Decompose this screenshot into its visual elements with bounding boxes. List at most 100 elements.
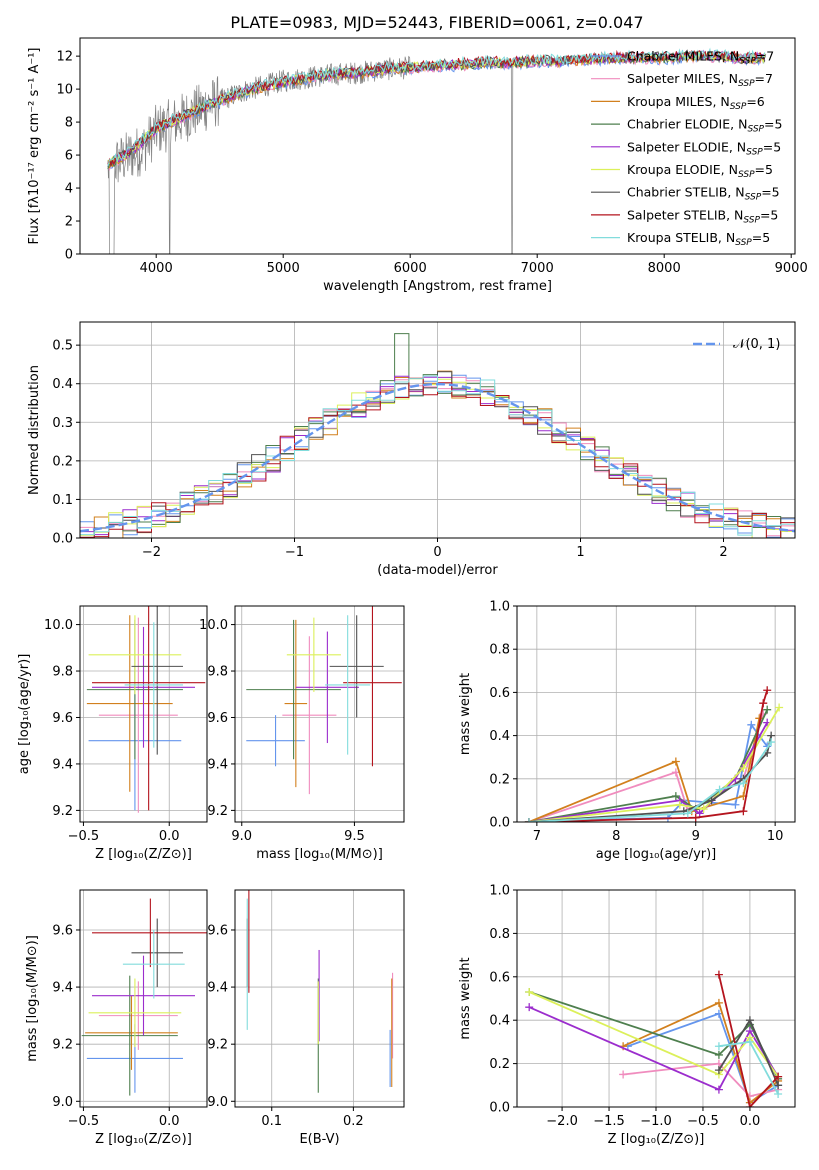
y-tick-label: 0.3 bbox=[52, 416, 73, 431]
weight-line-1 bbox=[622, 1062, 779, 1098]
x-tick-label: 9 bbox=[692, 829, 700, 844]
mass_vs_Z-plot-area bbox=[81, 898, 207, 1096]
weight-marker bbox=[691, 813, 700, 822]
y-tick-label: 0.2 bbox=[489, 772, 510, 787]
y-tick-label: 0.2 bbox=[52, 454, 73, 469]
x-axis-label: Z [log₁₀(Z/Z⊙)] bbox=[95, 847, 192, 862]
y-tick-label: 0.5 bbox=[52, 339, 73, 354]
x-tick-label: 9.0 bbox=[231, 829, 252, 844]
legend-subscript: SSP bbox=[738, 170, 755, 180]
y-tick-label: 0.8 bbox=[489, 927, 510, 942]
y-tick-label: 9.8 bbox=[207, 665, 228, 680]
y-tick-label: 0.1 bbox=[52, 493, 73, 508]
spectrum-panel: 4000 5000 6000 7000 8000 9000 0 2 4 6 8 10 12 wavelen… bbox=[27, 37, 808, 294]
x-tick-label: 0.0 bbox=[159, 829, 180, 844]
legend-count: =6 bbox=[746, 94, 764, 109]
weight-marker bbox=[714, 1066, 723, 1075]
y-axis-label: age [log₁₀(age/yr)] bbox=[17, 654, 32, 775]
mass_weight_vs_Z-panel: −2.0 −1.5 −1.0 −0.5 0.0 0.0 0.2 0.4 0.6 0.8 1.0 Z [… bbox=[458, 884, 796, 1147]
mass_weight_vs_age-grid bbox=[517, 605, 795, 823]
x-tick-label: 4000 bbox=[140, 261, 173, 276]
axes-frame bbox=[234, 889, 405, 1108]
weight-marker bbox=[747, 720, 756, 729]
weight-marker bbox=[671, 757, 680, 766]
x-tick-label: 2 bbox=[719, 545, 727, 560]
y-tick-label: 0.6 bbox=[489, 970, 510, 985]
y-tick-label: 0.0 bbox=[489, 816, 510, 831]
y-tick-label: 9.2 bbox=[207, 1038, 228, 1053]
x-tick-label: 9000 bbox=[775, 261, 808, 276]
y-tick-label: 9.2 bbox=[52, 804, 73, 819]
axes-frame bbox=[79, 37, 796, 255]
legend-subscript: SSP bbox=[739, 57, 756, 67]
axes-frame bbox=[516, 605, 796, 823]
y-tick-label: 9.6 bbox=[52, 711, 73, 726]
mass_vs_Z-panel: −0.5 0.0 9.0 9.2 9.4 9.6 Z [log₁₀(Z/Z⊙)] mass [… bbox=[25, 889, 208, 1147]
weight-line-5 bbox=[528, 991, 779, 1078]
y-tick-label: 4 bbox=[65, 182, 73, 197]
x-tick-label: −0.5 bbox=[68, 1114, 100, 1129]
y-tick-label: 9.0 bbox=[207, 1095, 228, 1110]
y-axis-label: Flux [fλ10⁻¹⁷ erg cm⁻² s⁻¹ A⁻¹] bbox=[27, 48, 42, 245]
y-axis-label: mass weight bbox=[458, 673, 473, 755]
y-tick-label: 9.2 bbox=[207, 804, 228, 819]
weight-marker bbox=[714, 1042, 723, 1051]
legend-subscript: SSP bbox=[735, 238, 752, 248]
x-axis-label: E(B-V) bbox=[299, 1132, 339, 1147]
legend-count: =7 bbox=[755, 71, 773, 86]
legend-label: Kroupa STELIB, NSSP=5 bbox=[627, 230, 770, 248]
mass_weight_vs_age-panel: 7 8 9 10 0.0 0.2 0.4 0.6 0.8 1.0 age [log₁₀(age/yr… bbox=[458, 600, 796, 862]
weight-marker bbox=[671, 792, 680, 801]
y-tick-label: 0.8 bbox=[489, 643, 510, 658]
weight-marker bbox=[745, 1016, 754, 1025]
weight-line-2 bbox=[528, 718, 761, 822]
y-axis-label: mass [log₁₀(M/M⊙)] bbox=[25, 935, 40, 1062]
weight-marker bbox=[714, 970, 723, 979]
y-tick-label: 9.4 bbox=[207, 981, 228, 996]
weight-marker bbox=[524, 818, 533, 822]
legend-label: Kroupa ELODIE, NSSP=5 bbox=[627, 162, 773, 180]
weight-marker bbox=[715, 785, 724, 794]
weight-line-7 bbox=[718, 974, 779, 1107]
legend-count: =5 bbox=[761, 185, 779, 200]
legend-count: =5 bbox=[752, 230, 770, 245]
y-tick-label: 9.4 bbox=[207, 757, 228, 772]
x-tick-label: 8000 bbox=[648, 261, 681, 276]
weight-marker bbox=[775, 703, 784, 712]
legend-label: Salpeter STELIB, NSSP=5 bbox=[627, 207, 778, 225]
y-tick-label: 0 bbox=[65, 248, 73, 263]
axes-frame bbox=[234, 605, 405, 823]
x-tick-label: 7 bbox=[533, 829, 541, 844]
legend-label: 𝒩(0, 1) bbox=[733, 337, 780, 352]
x-tick-label: 7000 bbox=[521, 261, 554, 276]
x-tick-label: −2 bbox=[142, 545, 161, 560]
y-tick-label: 6 bbox=[65, 149, 73, 164]
y-tick-label: 9.6 bbox=[52, 923, 73, 938]
y-tick-label: 0.6 bbox=[489, 686, 510, 701]
legend-label: Chabrier ELODIE, NSSP=5 bbox=[627, 117, 782, 135]
legend-label: Salpeter MILES, NSSP=7 bbox=[627, 71, 773, 89]
weight-marker bbox=[739, 764, 748, 772]
weight-marker bbox=[695, 809, 704, 818]
y-tick-label: 9.6 bbox=[207, 923, 228, 938]
legend-count: =7 bbox=[756, 49, 774, 64]
weight-marker bbox=[714, 998, 723, 1007]
x-axis-label: age [log₁₀(age/yr)] bbox=[596, 847, 717, 862]
weight-line-0 bbox=[627, 1012, 779, 1105]
y-tick-label: 0.0 bbox=[489, 1101, 510, 1116]
residuals-plot-area bbox=[80, 333, 795, 538]
legend-subscript: SSP bbox=[738, 79, 755, 89]
legend-count: =5 bbox=[760, 207, 778, 222]
axes-frame bbox=[79, 605, 208, 823]
legend-count: =5 bbox=[755, 162, 773, 177]
weight-line-7 bbox=[528, 689, 769, 822]
x-tick-label: 0.0 bbox=[740, 1114, 761, 1129]
y-tick-label: 0.0 bbox=[52, 532, 73, 547]
x-tick-label: 0 bbox=[433, 545, 441, 560]
x-tick-label: 0.1 bbox=[261, 1114, 282, 1129]
legend-subscript: SSP bbox=[746, 147, 763, 157]
legend-label: Chabrier STELIB, NSSP=5 bbox=[627, 185, 780, 203]
legend-count: =5 bbox=[763, 139, 781, 154]
mass_vs_ebv-grid bbox=[235, 890, 404, 1107]
legend-label: Kroupa MILES, NSSP=6 bbox=[627, 94, 765, 112]
